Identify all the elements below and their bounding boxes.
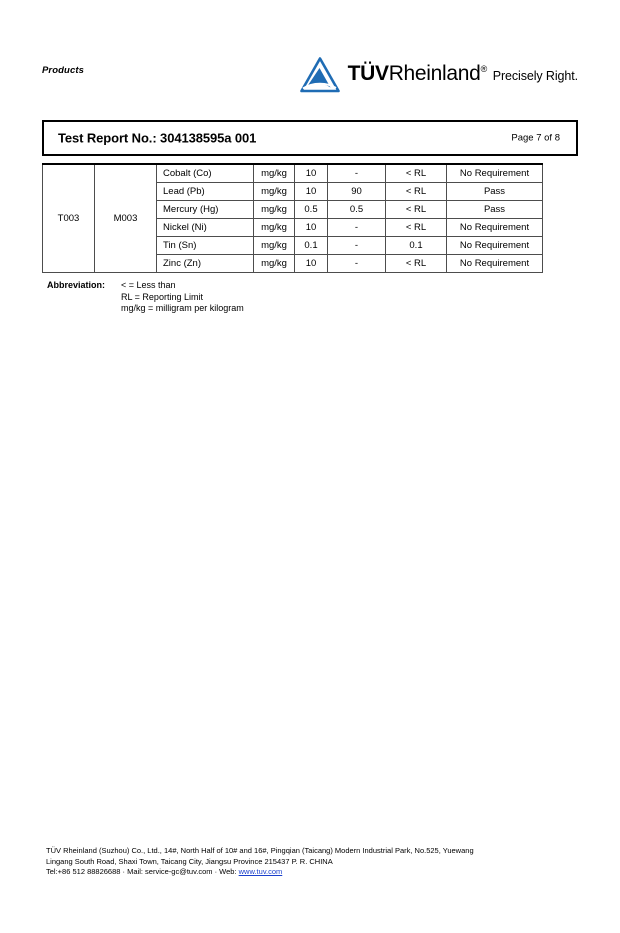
footer-address-line-2: Lingang South Road, Shaxi Town, Taicang … bbox=[46, 856, 333, 866]
cell-result: < RL bbox=[385, 217, 447, 237]
registered-trademark-icon: ® bbox=[480, 64, 488, 74]
tuv-rheinland-logo: TÜVRheinland® Precisely Right. bbox=[299, 55, 578, 94]
cell-limit: - bbox=[327, 217, 386, 237]
cell-result: 0.1 bbox=[385, 235, 447, 255]
abbreviation-item: mg/kg = milligram per kilogram bbox=[121, 303, 244, 313]
cell-limit: - bbox=[327, 253, 386, 273]
cell-unit: mg/kg bbox=[253, 163, 295, 183]
cell-parameter: Tin (Sn) bbox=[156, 235, 254, 255]
brand-name-regular: Rheinland bbox=[388, 62, 481, 85]
table-row: Tin (Sn) mg/kg 0.1 - 0.1 No Requirement bbox=[43, 235, 543, 255]
abbreviation-block: Abbreviation: < = Less than RL = Reporti… bbox=[47, 280, 244, 315]
footer-contact-text: Tel:+86 512 88826688 · Mail: service-gc@… bbox=[46, 867, 239, 876]
cell-parameter: Nickel (Ni) bbox=[156, 217, 254, 237]
cell-unit: mg/kg bbox=[253, 181, 295, 201]
cell-reporting-limit: 0.5 bbox=[294, 199, 328, 219]
footer-address-line-1: TÜV Rheinland (Suzhou) Co., Ltd., 14#, N… bbox=[46, 846, 474, 855]
cell-unit: mg/kg bbox=[253, 217, 295, 237]
cell-reporting-limit: 10 bbox=[294, 163, 328, 183]
cell-verdict: No Requirement bbox=[446, 235, 543, 255]
abbreviation-list: < = Less than RL = Reporting Limit mg/kg… bbox=[121, 280, 244, 315]
cell-verdict: Pass bbox=[446, 199, 543, 219]
cell-parameter: Mercury (Hg) bbox=[156, 199, 254, 219]
footer-website-link[interactable]: www.tuv.com bbox=[238, 867, 283, 876]
cell-parameter: Cobalt (Co) bbox=[156, 163, 254, 183]
tuv-rheinland-triangle-logo-icon bbox=[299, 57, 340, 93]
cell-verdict: No Requirement bbox=[446, 217, 543, 237]
brand-name-bold: TÜV bbox=[347, 62, 389, 85]
cell-limit: - bbox=[327, 163, 386, 183]
cell-material-id: M003 bbox=[94, 163, 157, 273]
cell-reporting-limit: 10 bbox=[294, 253, 328, 273]
table-row: T003 M003 Cobalt (Co) mg/kg 10 - < RL No… bbox=[42, 163, 543, 273]
cell-unit: mg/kg bbox=[253, 199, 295, 219]
cell-unit: mg/kg bbox=[253, 235, 295, 255]
report-header-box: Test Report No.: 304138595a 001 Page 7 o… bbox=[42, 120, 578, 156]
cell-reporting-limit: 10 bbox=[294, 217, 328, 237]
cell-limit: - bbox=[327, 235, 386, 255]
cell-verdict: No Requirement bbox=[446, 253, 543, 273]
cell-verdict: No Requirement bbox=[446, 163, 543, 183]
page-footer: TÜV Rheinland (Suzhou) Co., Ltd., 14#, N… bbox=[46, 846, 586, 878]
abbreviation-label: Abbreviation: bbox=[47, 280, 106, 290]
cell-limit: 0.5 bbox=[327, 199, 386, 219]
table-row: Zinc (Zn) mg/kg 10 - < RL No Requirement bbox=[43, 253, 543, 273]
page-number-label: Page 7 of 8 bbox=[511, 132, 560, 144]
cell-parameter: Zinc (Zn) bbox=[156, 253, 254, 273]
footer-contact-line: Tel:+86 512 88826688 · Mail: service-gc@… bbox=[46, 867, 586, 878]
cell-test-id: T003 bbox=[42, 163, 95, 273]
cell-result: < RL bbox=[385, 163, 447, 183]
test-results-table: T003 M003 Cobalt (Co) mg/kg 10 - < RL No… bbox=[42, 163, 543, 273]
brand-tagline: Precisely Right. bbox=[492, 69, 578, 83]
page-header: Products TÜVRheinland® Precisely Right. bbox=[42, 55, 578, 107]
cell-limit: 90 bbox=[327, 181, 386, 201]
cell-verdict: Pass bbox=[446, 181, 543, 201]
cell-result: < RL bbox=[385, 253, 447, 273]
cell-reporting-limit: 0.1 bbox=[294, 235, 328, 255]
abbreviation-item: < = Less than bbox=[121, 280, 176, 290]
cell-parameter: Lead (Pb) bbox=[156, 181, 254, 201]
logo-wordmark: TÜVRheinland® Precisely Right. bbox=[347, 55, 579, 85]
section-label: Products bbox=[42, 65, 84, 76]
cell-result: < RL bbox=[385, 199, 447, 219]
cell-reporting-limit: 10 bbox=[294, 181, 328, 201]
table-row: Mercury (Hg) mg/kg 0.5 0.5 < RL Pass bbox=[43, 199, 543, 219]
table-body: T003 M003 Cobalt (Co) mg/kg 10 - < RL No… bbox=[42, 163, 543, 273]
cell-result: < RL bbox=[385, 181, 447, 201]
abbreviation-item: RL = Reporting Limit bbox=[121, 291, 203, 302]
cell-unit: mg/kg bbox=[253, 253, 295, 273]
report-number-title: Test Report No.: 304138595a 001 bbox=[58, 130, 257, 146]
